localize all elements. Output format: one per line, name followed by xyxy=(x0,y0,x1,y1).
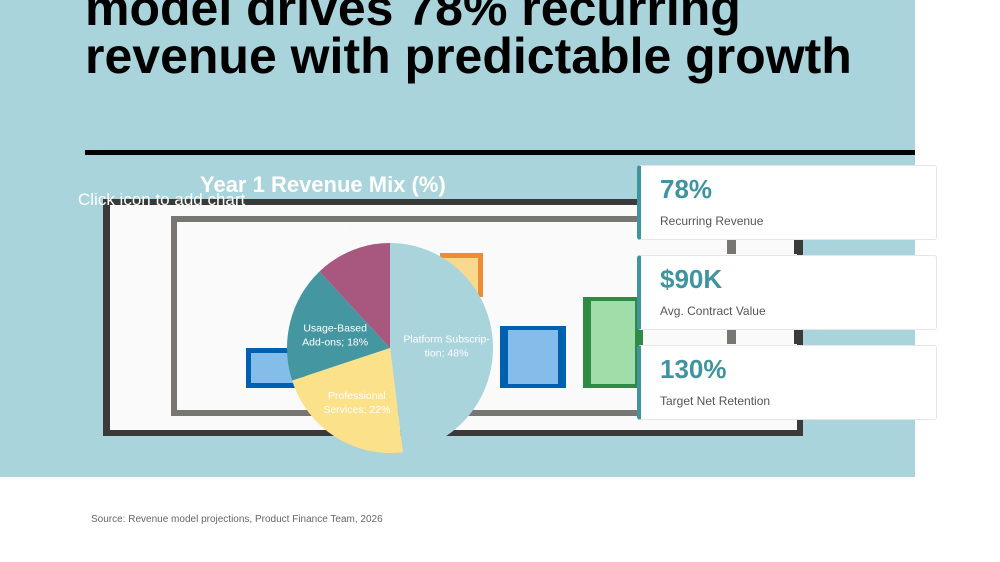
slice-label: Add-ons; 18% xyxy=(302,337,368,349)
slice-label: 12% xyxy=(335,236,356,248)
stat-label: Recurring Revenue xyxy=(660,214,764,228)
add-chart-placeholder[interactable]: Click icon to add chart xyxy=(78,190,246,209)
frame-stub xyxy=(727,330,736,344)
stat-label: Avg. Contract Value xyxy=(660,304,766,318)
stat-value: 78% xyxy=(660,174,713,204)
title-divider xyxy=(85,150,915,155)
frame-stub xyxy=(794,240,803,254)
placeholder-box-green xyxy=(583,297,643,388)
slice-label: Platform Subscrip- xyxy=(403,333,490,345)
slice-label: Professional xyxy=(328,390,386,402)
slice-label: tion; 48% xyxy=(425,347,469,359)
slice-label: Usage-Based xyxy=(303,323,367,335)
pie-slice xyxy=(292,348,403,453)
stat-value: 130% xyxy=(660,354,727,384)
slide-title: model drives 78% recurring revenue with … xyxy=(85,0,852,84)
stat-card: 78% Recurring Revenue xyxy=(637,165,937,240)
slice-label: Services; 22% xyxy=(323,404,390,416)
pie-slice xyxy=(390,243,493,453)
stat-label: Target Net Retention xyxy=(660,394,771,408)
pie-slice xyxy=(287,271,390,381)
slice-label: Training & Support xyxy=(302,222,389,234)
placeholder-box-blue-2 xyxy=(500,326,566,388)
chart-title: Year 1 Revenue Mix (%) xyxy=(200,172,446,197)
pie-slice xyxy=(319,243,390,348)
frame-stub xyxy=(727,240,736,254)
stat-card: $90K Avg. Contract Value xyxy=(637,255,937,330)
source-note: Source: Revenue model projections, Produ… xyxy=(91,514,383,525)
pie-chart: Platform Subscrip-tion; 48% Professional S… xyxy=(287,222,493,453)
stat-value: $90K xyxy=(660,264,723,294)
frame-stub xyxy=(794,330,803,344)
stat-card: 130% Target Net Retention xyxy=(637,345,937,420)
